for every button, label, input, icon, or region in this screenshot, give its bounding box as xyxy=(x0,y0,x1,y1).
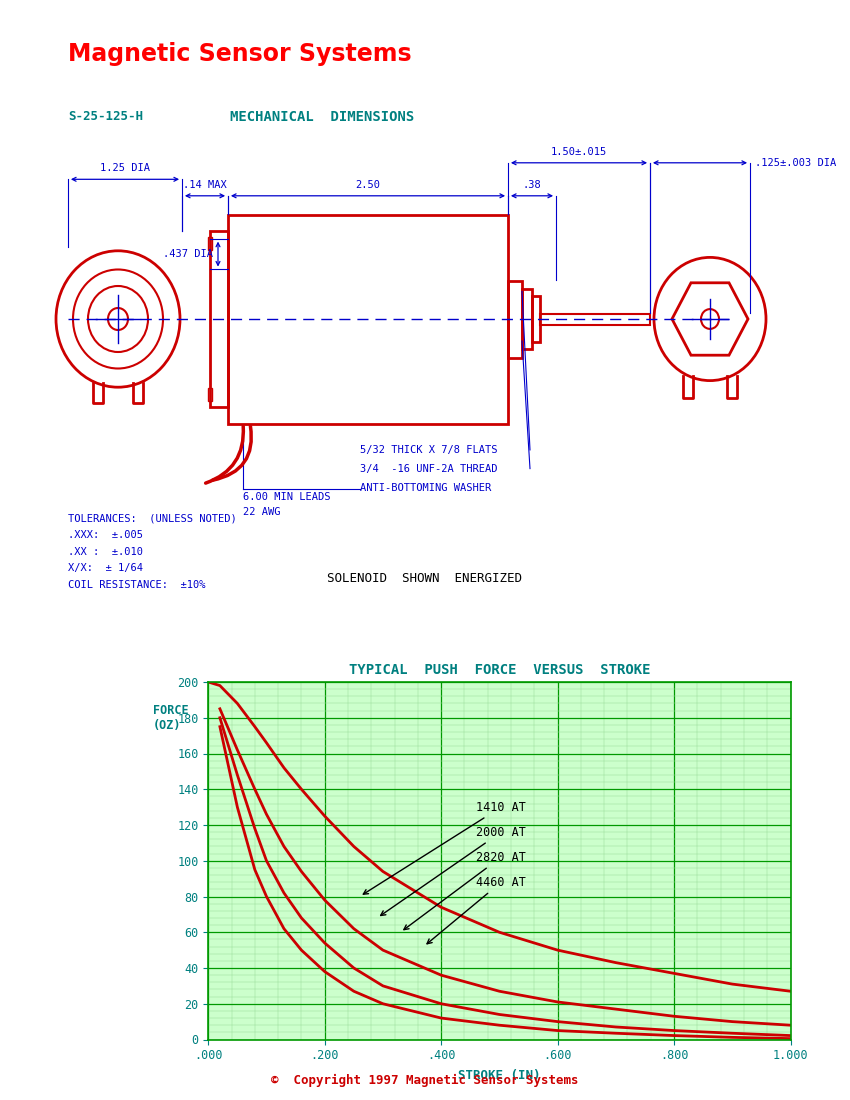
Bar xyxy=(508,280,522,358)
Bar xyxy=(532,296,540,342)
Text: FORCE
(OZ): FORCE (OZ) xyxy=(153,704,189,732)
Text: 3/4  -16 UNF-2A THREAD: 3/4 -16 UNF-2A THREAD xyxy=(360,464,497,474)
Bar xyxy=(522,289,532,349)
Text: 1.25 DIA: 1.25 DIA xyxy=(100,163,150,174)
Text: SOLENOID  SHOWN  ENERGIZED: SOLENOID SHOWN ENERGIZED xyxy=(327,572,523,585)
Text: .14 MAX: .14 MAX xyxy=(183,179,227,190)
Text: 22 AWG: 22 AWG xyxy=(243,507,280,517)
Text: .437 DIA: .437 DIA xyxy=(163,249,213,260)
Bar xyxy=(208,388,212,401)
Text: 4460 AT: 4460 AT xyxy=(427,876,526,944)
Text: 2000 AT: 2000 AT xyxy=(381,826,526,915)
Text: TOLERANCES:  (UNLESS NOTED): TOLERANCES: (UNLESS NOTED) xyxy=(68,514,237,524)
Text: 2820 AT: 2820 AT xyxy=(404,850,526,930)
Text: 5/32 THICK X 7/8 FLATS: 5/32 THICK X 7/8 FLATS xyxy=(360,446,497,455)
Text: ANTI-BOTTOMING WASHER: ANTI-BOTTOMING WASHER xyxy=(360,483,491,493)
Text: .125±.003 DIA: .125±.003 DIA xyxy=(755,157,836,168)
Text: 2.50: 2.50 xyxy=(355,179,381,190)
Text: MECHANICAL  DIMENSIONS: MECHANICAL DIMENSIONS xyxy=(230,110,414,124)
Text: TYPICAL  PUSH  FORCE  VERSUS  STROKE: TYPICAL PUSH FORCE VERSUS STROKE xyxy=(348,662,650,676)
Text: 1.50±.015: 1.50±.015 xyxy=(551,146,607,157)
Text: X/X:  ± 1/64: X/X: ± 1/64 xyxy=(68,563,143,573)
X-axis label: STROKE (IN): STROKE (IN) xyxy=(458,1069,541,1082)
Text: COIL RESISTANCE:  ±10%: COIL RESISTANCE: ±10% xyxy=(68,580,206,590)
Bar xyxy=(540,314,650,324)
Text: .XX :  ±.010: .XX : ±.010 xyxy=(68,547,143,557)
Text: .38: .38 xyxy=(523,179,541,190)
Text: 1410 AT: 1410 AT xyxy=(363,801,526,894)
Text: 6.00 MIN LEADS: 6.00 MIN LEADS xyxy=(243,492,331,502)
Text: .XXX:  ±.005: .XXX: ±.005 xyxy=(68,530,143,540)
Text: S-25-125-H: S-25-125-H xyxy=(68,110,143,123)
Text: Magnetic Sensor Systems: Magnetic Sensor Systems xyxy=(68,42,411,66)
Bar xyxy=(208,236,212,250)
Text: ©  Copyright 1997 Magnetic Sensor Systems: © Copyright 1997 Magnetic Sensor Systems xyxy=(271,1074,579,1087)
Bar xyxy=(210,231,228,407)
Bar xyxy=(228,214,508,424)
